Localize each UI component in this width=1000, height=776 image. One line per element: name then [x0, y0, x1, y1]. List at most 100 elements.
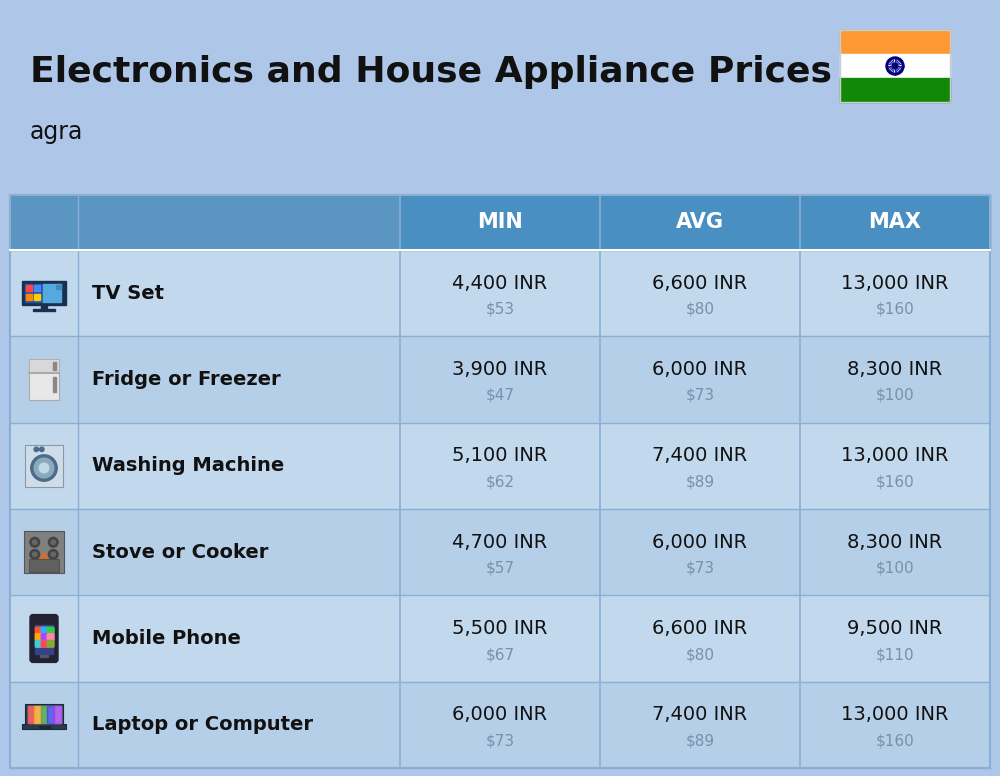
- Circle shape: [31, 455, 57, 481]
- Bar: [29, 559, 59, 572]
- Text: $73: $73: [485, 733, 515, 748]
- Text: Stove or Cooker: Stove or Cooker: [92, 542, 268, 562]
- FancyBboxPatch shape: [41, 634, 48, 641]
- Bar: [41, 706, 47, 723]
- Bar: [10, 336, 990, 423]
- Text: $110: $110: [876, 647, 914, 662]
- Bar: [54, 706, 60, 723]
- Bar: [840, 78, 950, 102]
- Circle shape: [34, 458, 54, 478]
- Bar: [28, 706, 60, 723]
- Text: Laptop or Computer: Laptop or Computer: [92, 715, 313, 734]
- Circle shape: [51, 540, 55, 545]
- Bar: [56, 285, 61, 289]
- Text: MIN: MIN: [477, 213, 523, 233]
- Text: $89: $89: [685, 474, 715, 490]
- Bar: [10, 195, 990, 768]
- Circle shape: [39, 463, 49, 473]
- Bar: [53, 377, 56, 392]
- Bar: [35, 625, 53, 654]
- Text: Electronics and House Appliance Prices: Electronics and House Appliance Prices: [30, 55, 832, 89]
- Text: 3,900 INR: 3,900 INR: [452, 360, 548, 379]
- Text: $89: $89: [685, 733, 715, 748]
- Text: 4,400 INR: 4,400 INR: [452, 274, 548, 293]
- Text: 13,000 INR: 13,000 INR: [841, 705, 949, 724]
- Bar: [10, 423, 990, 509]
- Circle shape: [889, 60, 901, 72]
- Text: $160: $160: [876, 474, 914, 490]
- Circle shape: [33, 540, 37, 545]
- FancyBboxPatch shape: [41, 640, 48, 647]
- Text: 8,300 INR: 8,300 INR: [847, 532, 943, 552]
- Bar: [22, 281, 66, 305]
- FancyBboxPatch shape: [35, 634, 42, 641]
- Text: $80: $80: [686, 647, 714, 662]
- Bar: [41, 305, 47, 310]
- Bar: [43, 284, 61, 303]
- Text: $80: $80: [686, 302, 714, 317]
- Text: 7,400 INR: 7,400 INR: [652, 446, 748, 466]
- Bar: [10, 195, 400, 250]
- Circle shape: [51, 553, 55, 556]
- Bar: [53, 362, 56, 369]
- Text: $73: $73: [685, 561, 715, 576]
- Circle shape: [40, 447, 44, 452]
- Bar: [34, 293, 40, 300]
- Circle shape: [30, 538, 40, 547]
- Text: AVG: AVG: [676, 213, 724, 233]
- Text: 8,300 INR: 8,300 INR: [847, 360, 943, 379]
- Text: $67: $67: [485, 647, 515, 662]
- Circle shape: [886, 57, 904, 75]
- Text: $100: $100: [876, 561, 914, 576]
- Bar: [29, 359, 59, 373]
- Bar: [26, 293, 32, 300]
- Bar: [47, 706, 54, 723]
- Text: agra: agra: [30, 120, 83, 144]
- FancyBboxPatch shape: [30, 615, 58, 663]
- FancyBboxPatch shape: [47, 640, 54, 647]
- Text: $57: $57: [486, 561, 514, 576]
- Bar: [400, 195, 600, 250]
- Bar: [10, 250, 990, 336]
- Bar: [840, 30, 950, 54]
- Text: Fridge or Freezer: Fridge or Freezer: [92, 370, 281, 389]
- Circle shape: [893, 64, 898, 68]
- Text: 9,500 INR: 9,500 INR: [847, 619, 943, 638]
- Polygon shape: [41, 553, 47, 559]
- Circle shape: [34, 447, 38, 452]
- FancyBboxPatch shape: [47, 627, 54, 634]
- Bar: [33, 309, 55, 311]
- FancyBboxPatch shape: [41, 627, 48, 634]
- Circle shape: [33, 553, 37, 556]
- Bar: [25, 704, 63, 725]
- Bar: [24, 532, 64, 573]
- Text: 5,500 INR: 5,500 INR: [452, 619, 548, 638]
- Text: $47: $47: [486, 388, 514, 403]
- Text: 7,400 INR: 7,400 INR: [652, 705, 748, 724]
- Bar: [34, 286, 40, 292]
- Bar: [10, 509, 990, 595]
- Bar: [38, 726, 50, 728]
- Text: TV Set: TV Set: [92, 284, 164, 303]
- Bar: [600, 195, 800, 250]
- Text: $100: $100: [876, 388, 914, 403]
- Text: $53: $53: [485, 302, 515, 317]
- Bar: [10, 595, 990, 681]
- Text: 6,000 INR: 6,000 INR: [652, 532, 748, 552]
- Text: $160: $160: [876, 733, 914, 748]
- FancyBboxPatch shape: [47, 634, 54, 641]
- Circle shape: [48, 549, 58, 559]
- Bar: [25, 284, 43, 303]
- Text: 6,000 INR: 6,000 INR: [652, 360, 748, 379]
- Circle shape: [30, 549, 40, 559]
- Text: 6,000 INR: 6,000 INR: [452, 705, 548, 724]
- Text: Mobile Phone: Mobile Phone: [92, 629, 241, 648]
- Bar: [34, 706, 41, 723]
- Bar: [29, 359, 59, 400]
- Text: $62: $62: [485, 474, 515, 490]
- Bar: [25, 445, 63, 487]
- Text: 13,000 INR: 13,000 INR: [841, 274, 949, 293]
- Bar: [26, 286, 32, 292]
- Text: $160: $160: [876, 302, 914, 317]
- Bar: [840, 30, 950, 102]
